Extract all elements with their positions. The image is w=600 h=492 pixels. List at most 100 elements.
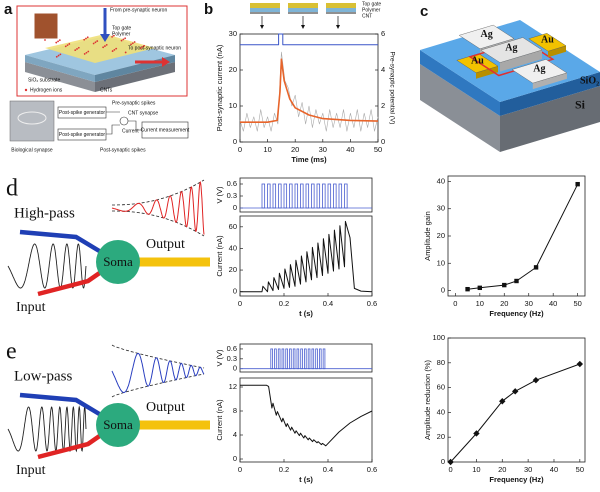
y-tick-label: 12 bbox=[229, 382, 237, 391]
ion-dot bbox=[83, 38, 86, 41]
annotation: From pre-synaptic neuron bbox=[110, 7, 167, 13]
dendrite bbox=[37, 270, 103, 297]
ion-dot bbox=[94, 41, 97, 44]
dendrite bbox=[19, 229, 103, 254]
x-tick-label: 50 bbox=[374, 145, 382, 154]
filtered-wave bbox=[111, 352, 205, 393]
x-tick-label: 40 bbox=[550, 465, 558, 474]
voltage-pulse bbox=[322, 183, 326, 209]
panel-label: b bbox=[204, 1, 213, 18]
marker bbox=[502, 282, 507, 288]
soma-label: Soma bbox=[103, 417, 133, 432]
data-line bbox=[240, 384, 373, 447]
x-tick-label: 0 bbox=[238, 465, 242, 474]
y-tick-label: 0 bbox=[233, 364, 237, 373]
ion-dot bbox=[133, 41, 136, 43]
y2-tick-label: 6 bbox=[381, 29, 385, 38]
voltage-pulse bbox=[274, 348, 277, 370]
input-label: Input bbox=[16, 300, 46, 315]
filtered-wave bbox=[111, 181, 205, 235]
ion-dot bbox=[120, 39, 123, 42]
polymer-side bbox=[25, 55, 95, 82]
y-tick-label: 0 bbox=[233, 137, 237, 146]
y-tick-label: 0 bbox=[441, 457, 445, 466]
panel-label: c bbox=[420, 3, 428, 20]
ion-dot bbox=[55, 41, 58, 44]
plot-frame bbox=[447, 175, 586, 297]
ion-dot bbox=[113, 48, 116, 51]
soma bbox=[96, 403, 140, 447]
filter-label: Low-pass bbox=[14, 368, 72, 384]
plot-frame bbox=[239, 377, 373, 463]
marker bbox=[477, 285, 483, 291]
dendrite bbox=[19, 392, 103, 417]
voltage-pulse bbox=[277, 348, 281, 370]
marker bbox=[575, 181, 580, 187]
y-axis-label: V (V) bbox=[215, 186, 224, 204]
ion-dot bbox=[96, 40, 99, 42]
ag-electrode bbox=[532, 72, 567, 90]
legend-label: CNT bbox=[362, 13, 372, 19]
annotation: To post-synaptic neuron bbox=[128, 45, 181, 51]
panel-label: a bbox=[4, 1, 13, 18]
marker bbox=[514, 278, 519, 284]
soma-label: Soma bbox=[103, 254, 133, 269]
data-line bbox=[240, 220, 373, 293]
marker bbox=[533, 265, 539, 270]
y-tick-label: 40 bbox=[229, 243, 237, 252]
marker bbox=[447, 458, 454, 466]
voltage-pulse bbox=[270, 348, 273, 370]
annotation: Pre-synaptic spikes bbox=[112, 100, 156, 106]
x-tick-label: 50 bbox=[576, 465, 584, 474]
panel-label: d bbox=[6, 176, 18, 202]
layer-swatch bbox=[326, 8, 356, 12]
x-axis-label: Frequency (Hz) bbox=[489, 475, 544, 484]
ion-dot bbox=[57, 40, 59, 43]
input-wave bbox=[7, 243, 87, 289]
y-tick-label: 4 bbox=[233, 430, 237, 439]
generator-box bbox=[57, 106, 107, 119]
layer-label: SiO₂ substrate bbox=[28, 77, 60, 83]
y-axis-label: Amplitude reduction (%) bbox=[423, 359, 432, 440]
legend-label: Polymer bbox=[362, 7, 381, 13]
voltage-pulse bbox=[344, 183, 348, 209]
y-axis-label: Post-synaptic current (nA) bbox=[215, 44, 224, 131]
ion-dot bbox=[92, 42, 95, 45]
beaker bbox=[17, 111, 47, 125]
marker bbox=[473, 430, 480, 437]
ion-dot bbox=[130, 43, 132, 46]
y-axis-label: Current (nA) bbox=[215, 399, 224, 441]
x-axis-label: t (s) bbox=[299, 309, 313, 318]
electrode-label: Ag bbox=[505, 42, 517, 53]
y-axis-label: Amplitude gain bbox=[423, 211, 432, 261]
x-tick-label: 30 bbox=[525, 299, 533, 308]
x-tick-label: 40 bbox=[549, 299, 557, 308]
ag-electrode bbox=[511, 59, 568, 84]
ion-dot bbox=[131, 42, 134, 45]
ion-dot bbox=[124, 51, 127, 54]
voltage-pulse bbox=[285, 348, 288, 370]
au-electrode bbox=[476, 66, 498, 79]
envelope bbox=[111, 344, 205, 398]
au-electrode bbox=[528, 33, 567, 52]
wires bbox=[106, 111, 142, 135]
layer-swatch bbox=[326, 3, 356, 8]
x-tick-label: 10 bbox=[476, 299, 484, 308]
legend-label: Top gate bbox=[362, 1, 381, 7]
ion-dot bbox=[124, 37, 127, 40]
voltage-pulse bbox=[272, 183, 277, 209]
ion-dot bbox=[139, 47, 142, 50]
x-tick-label: 50 bbox=[573, 299, 581, 308]
y2-tick-label: 2 bbox=[381, 101, 385, 110]
ion-dot bbox=[111, 35, 113, 38]
filter-label: High-pass bbox=[14, 205, 75, 221]
annotation: Current bbox=[122, 128, 139, 134]
y-tick-label: 30 bbox=[229, 29, 237, 38]
voltage-pulse bbox=[338, 183, 343, 209]
x-tick-label: 0 bbox=[238, 299, 242, 308]
voltage-pulse bbox=[283, 183, 288, 209]
layer-label: SiO₂ bbox=[580, 75, 599, 86]
ion-dot bbox=[102, 46, 105, 49]
marker bbox=[499, 398, 506, 405]
y-tick-label: 20 bbox=[229, 265, 237, 274]
